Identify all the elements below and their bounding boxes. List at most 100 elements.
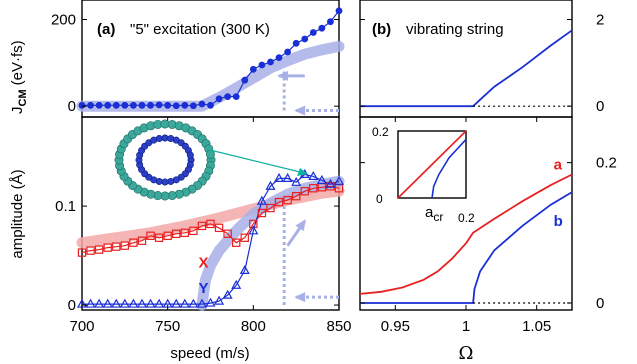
panel1-series1-point bbox=[222, 289, 233, 299]
panel1-series0-point bbox=[146, 231, 155, 240]
panel0-series0-point bbox=[215, 95, 223, 103]
panel1-series1-point bbox=[128, 298, 139, 308]
panel1-series1-line bbox=[82, 173, 340, 305]
panel1-series1-point bbox=[256, 195, 267, 205]
panel1-series1-point bbox=[154, 298, 165, 308]
panel0-series0-point bbox=[318, 24, 326, 32]
panel1-series2-band bbox=[76, 185, 345, 249]
inset-series-1 bbox=[431, 138, 467, 199]
panel0-series0-point bbox=[112, 101, 120, 109]
panel0-series0-point bbox=[172, 102, 180, 110]
panel1-series1-point bbox=[316, 174, 327, 184]
ylabel-main: J bbox=[9, 107, 26, 115]
panel1-series0-point bbox=[283, 195, 292, 205]
inset-ytick-label: 0.2 bbox=[372, 125, 389, 139]
panel0-series0-point bbox=[232, 93, 240, 101]
panel-a-title: (a) bbox=[97, 21, 115, 38]
ylabel-rest: (eV·fs) bbox=[9, 40, 26, 85]
panel1-series0-point bbox=[94, 245, 104, 254]
panel0-series0-point bbox=[198, 100, 206, 108]
panel1-series1-point bbox=[308, 170, 319, 180]
panel1-series0-point bbox=[206, 219, 215, 229]
panel0-series1-band bbox=[76, 40, 345, 112]
panel1-series0-point bbox=[291, 191, 301, 201]
inner-ring-atom bbox=[155, 135, 163, 143]
panel3-ytick-label-1: 0.2 bbox=[596, 155, 617, 172]
panel0-series0-point bbox=[181, 101, 189, 109]
panel0-series0-point bbox=[130, 101, 137, 109]
panel1-series0-point bbox=[223, 229, 232, 238]
panel1-series0-line bbox=[81, 185, 340, 254]
panel0-arrow0-head bbox=[277, 70, 289, 81]
panel-a-xlabel: speed (m/s) bbox=[170, 345, 249, 362]
panel1-series0-point bbox=[77, 248, 87, 257]
panel1-series0-point bbox=[137, 236, 147, 245]
panel1-ytick-label-0: 0 bbox=[68, 297, 76, 314]
panel1-series1-point bbox=[265, 180, 276, 190]
panel1-series0-point bbox=[163, 231, 172, 240]
panel0-series0-point bbox=[164, 101, 172, 109]
panel2-ytick-label-0: 0 bbox=[596, 98, 604, 115]
panel0-arrow1-head bbox=[294, 105, 306, 116]
panel0-series0-point bbox=[327, 18, 334, 26]
panel0-series0-point bbox=[87, 101, 94, 109]
panel1-series0-point bbox=[86, 246, 95, 255]
panel3-series-label-0: a bbox=[554, 157, 563, 174]
panel1-series-label-1: Y bbox=[199, 280, 209, 297]
panel2-ytick-label-1: 2 bbox=[596, 12, 604, 29]
inset-annotation: acr bbox=[425, 204, 443, 224]
panel-b-subtitle: vibrating string bbox=[406, 21, 504, 38]
panel-a-subtitle: "5" excitation (300 K) bbox=[130, 21, 270, 38]
teal-arrowhead bbox=[297, 168, 308, 176]
inner-ring-atom bbox=[161, 134, 169, 142]
panel0-series0-point bbox=[284, 48, 291, 56]
inset-xtick-label-02: 0.2 bbox=[458, 211, 475, 225]
ylabel-sub: CM bbox=[17, 89, 29, 106]
panel0-series0-point bbox=[224, 93, 232, 101]
panel0-series0-point bbox=[301, 35, 309, 43]
panel1-series1-point bbox=[205, 297, 216, 307]
panel1-series1-point bbox=[111, 298, 122, 308]
panel1-series1-point bbox=[119, 298, 130, 308]
panel1-series1-point bbox=[188, 298, 199, 308]
inner-ring-atom bbox=[161, 178, 169, 186]
panel0-series0-point bbox=[249, 65, 257, 73]
panel3-ytick-label-0: 0 bbox=[596, 295, 604, 312]
inner-ring-atom bbox=[167, 177, 175, 185]
panel1-ytick-label-1: 0.1 bbox=[55, 198, 76, 215]
panel0-series0-point bbox=[207, 101, 214, 109]
panel1-series0-point bbox=[232, 238, 241, 247]
panel1-arrow0-head bbox=[295, 219, 306, 232]
panel1-series0-point bbox=[309, 184, 318, 193]
panel1-series1-point bbox=[231, 279, 242, 289]
panel0-series0-point bbox=[267, 58, 274, 66]
panel1-series0-point bbox=[103, 243, 112, 252]
panel0-ytick-label-0: 0 bbox=[68, 98, 76, 115]
panel1-series0-point bbox=[214, 223, 224, 233]
panel1-xtick-label-0: 700 bbox=[69, 318, 94, 335]
panel0-series0-point bbox=[275, 54, 283, 62]
panel0-series0-point bbox=[258, 61, 266, 69]
panel1-series1-point bbox=[179, 298, 190, 308]
panel-b-title: (b) bbox=[372, 21, 391, 38]
panel1-series0-point bbox=[257, 208, 267, 218]
panel0-series0-point bbox=[292, 39, 300, 47]
teal-pointer-arrow bbox=[209, 149, 301, 173]
panel-a-bottom-ylabel: amplitude (Å) bbox=[9, 169, 26, 258]
panel1-series1-point bbox=[171, 298, 182, 308]
panel1-series3-band bbox=[196, 175, 345, 311]
panel1-series0-point bbox=[197, 221, 207, 231]
inset-layer bbox=[397, 130, 467, 199]
panel1-series0-point bbox=[112, 242, 121, 251]
panel1-series0-point bbox=[300, 187, 309, 196]
panel0-series0-point bbox=[138, 101, 146, 109]
panel0-series0-point bbox=[95, 101, 103, 109]
inset-series-0 bbox=[397, 130, 467, 199]
tick-layer: 0 200 0 0.1 700 750 800 850 0 2 0 0.2 0.95 1 1.05 bbox=[51, 12, 617, 336]
panel1-series0-point bbox=[240, 233, 249, 242]
panel1-series0-point bbox=[120, 241, 130, 250]
panel-b-top-frame bbox=[359, 0, 573, 118]
panel1-series0-point bbox=[129, 238, 138, 247]
panel1-xtick-label-3: 850 bbox=[326, 318, 351, 335]
